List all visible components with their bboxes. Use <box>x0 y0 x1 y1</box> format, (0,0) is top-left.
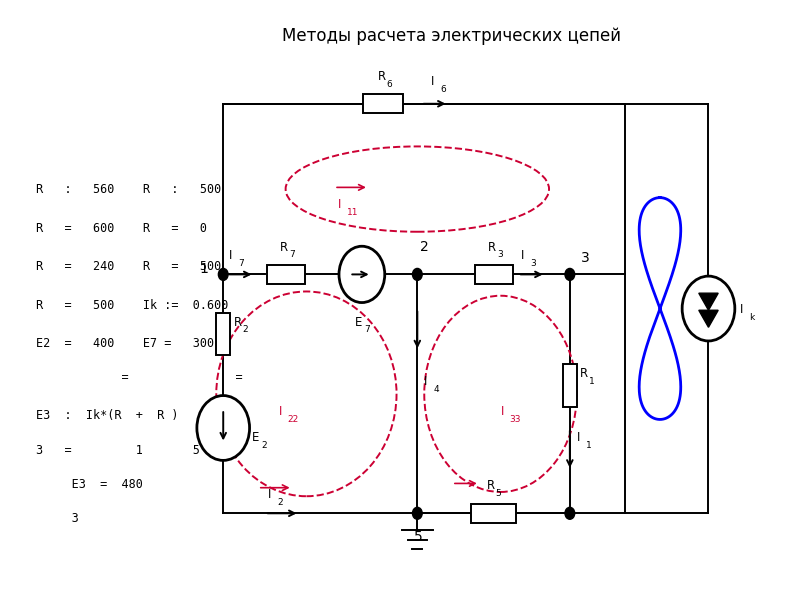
Text: 2: 2 <box>420 239 429 254</box>
Text: I: I <box>431 75 434 88</box>
Bar <box>471 504 516 523</box>
Circle shape <box>682 276 735 341</box>
Circle shape <box>339 246 385 302</box>
Text: 6: 6 <box>387 80 393 89</box>
Text: E: E <box>355 316 362 329</box>
Circle shape <box>565 268 574 280</box>
Text: E: E <box>252 431 260 444</box>
Text: I: I <box>577 431 580 444</box>
Text: k: k <box>749 313 754 322</box>
Text: 2: 2 <box>278 498 283 507</box>
Text: 3: 3 <box>530 259 536 268</box>
Text: R: R <box>234 316 242 329</box>
Text: 2: 2 <box>262 440 267 449</box>
Text: I: I <box>338 198 341 211</box>
Text: R: R <box>378 70 386 83</box>
Text: E3  :  Ik*(R  +  R ): E3 : Ik*(R + R ) <box>36 409 178 422</box>
Text: I: I <box>522 249 525 262</box>
Text: 1: 1 <box>590 377 595 386</box>
Text: I: I <box>229 249 232 262</box>
Text: R   =   500    Ik :=  0.600: R = 500 Ik := 0.600 <box>36 299 229 311</box>
Text: R   :   560    R   :   500: R : 560 R : 500 <box>36 184 222 196</box>
Text: R: R <box>488 241 496 254</box>
Polygon shape <box>698 310 718 328</box>
Text: 4: 4 <box>434 385 439 394</box>
Text: 7: 7 <box>364 325 370 334</box>
Text: 22: 22 <box>288 415 299 424</box>
Text: R   =   600    R   =   0: R = 600 R = 0 <box>36 222 207 235</box>
Circle shape <box>218 268 228 280</box>
Text: 33: 33 <box>510 415 521 424</box>
Text: 7: 7 <box>238 259 243 268</box>
Text: I: I <box>740 303 743 316</box>
Text: 3: 3 <box>581 251 590 265</box>
Text: 6: 6 <box>440 85 446 94</box>
Bar <box>563 364 577 407</box>
Text: R: R <box>486 479 494 493</box>
Text: 2: 2 <box>242 325 248 334</box>
Bar <box>266 265 305 284</box>
Text: R: R <box>280 241 288 254</box>
Text: 1: 1 <box>586 440 591 449</box>
Text: R   =   240    R   =   500: R = 240 R = 500 <box>36 260 222 273</box>
Text: 3   =         1       5: 3 = 1 5 <box>36 443 200 457</box>
Text: Методы расчета электрических цепей: Методы расчета электрических цепей <box>282 26 622 44</box>
Text: I: I <box>424 376 428 388</box>
Polygon shape <box>698 293 718 310</box>
Bar <box>362 94 402 113</box>
Text: 11: 11 <box>346 208 358 217</box>
Text: I: I <box>268 488 272 501</box>
Text: 5: 5 <box>414 530 423 544</box>
Text: 3: 3 <box>36 512 79 525</box>
Text: R: R <box>580 367 588 380</box>
Text: =               =: = = <box>36 371 242 384</box>
Text: E3  =  480: E3 = 480 <box>36 478 143 491</box>
Circle shape <box>413 508 422 519</box>
Text: 5: 5 <box>496 489 502 498</box>
Circle shape <box>565 508 574 519</box>
Text: 3: 3 <box>497 250 503 259</box>
Text: I: I <box>278 405 282 418</box>
Text: I: I <box>501 405 504 418</box>
Text: E2  =   400    E7 =   300: E2 = 400 E7 = 300 <box>36 337 214 350</box>
Text: 7: 7 <box>289 250 295 259</box>
Circle shape <box>413 268 422 280</box>
Circle shape <box>197 395 250 460</box>
Bar <box>216 313 230 355</box>
Bar <box>474 265 513 284</box>
Text: 1: 1 <box>199 262 208 275</box>
